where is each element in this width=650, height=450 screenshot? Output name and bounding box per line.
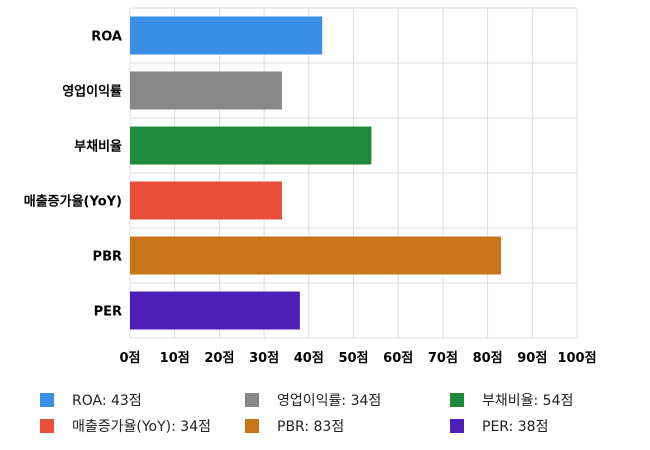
- x-tick-label: 0점: [119, 351, 140, 366]
- bar: [130, 181, 282, 220]
- x-tick-label: 90점: [517, 351, 547, 366]
- category-label: ROA: [91, 30, 122, 45]
- category-label: PBR: [93, 250, 122, 265]
- x-tick-label: 50점: [338, 351, 368, 366]
- legend-swatch: [245, 419, 259, 433]
- legend-label: ROA: 43점: [72, 393, 142, 409]
- bar: [130, 16, 323, 55]
- bar: [130, 291, 300, 330]
- legend-label: PER: 38점: [482, 419, 549, 435]
- x-tick-label: 30점: [249, 351, 279, 366]
- legend-label: 부채비율: 54점: [482, 393, 574, 409]
- bar: [130, 126, 372, 165]
- legend-swatch: [450, 393, 464, 407]
- legend-swatch: [245, 393, 259, 407]
- x-tick-label: 10점: [160, 351, 190, 366]
- tick-labels: 0점 10점 20점 30점 40점 50점 60점 70점 80점 90점 100점: [119, 351, 596, 366]
- bar: [130, 71, 282, 110]
- category-label: 매출증가율(YoY): [24, 194, 122, 210]
- legend-swatch: [40, 419, 54, 433]
- category-label: 영업이익률: [62, 84, 122, 100]
- legend-item: PER: 38점: [450, 416, 548, 436]
- bar: [130, 236, 502, 275]
- legend-item: 매출증가율(YoY): 34점: [40, 416, 211, 436]
- grid: [129, 7, 578, 339]
- legend-swatch: [40, 393, 54, 407]
- legend-item: 영업이익률: 34점: [245, 390, 381, 410]
- legend-swatch: [450, 419, 464, 433]
- x-tick-label: 40점: [294, 351, 324, 366]
- legend-label: 매출증가율(YoY): 34점: [72, 419, 211, 435]
- x-tick-label: 70점: [428, 351, 458, 366]
- x-tick-label: 60점: [383, 351, 413, 366]
- legend-item: 부채비율: 54점: [450, 390, 573, 410]
- legend-label: 영업이익률: 34점: [277, 393, 382, 409]
- category-label: 부채비율: [74, 139, 122, 155]
- legend-item: PBR: 83점: [245, 416, 344, 436]
- x-tick-label: 80점: [473, 351, 503, 366]
- bars: [130, 16, 502, 330]
- legend-item: ROA: 43점: [40, 390, 142, 410]
- category-label: PER: [94, 305, 122, 320]
- x-tick-label: 20점: [204, 351, 234, 366]
- x-tick-label: 100점: [557, 351, 596, 366]
- legend-label: PBR: 83점: [277, 419, 345, 435]
